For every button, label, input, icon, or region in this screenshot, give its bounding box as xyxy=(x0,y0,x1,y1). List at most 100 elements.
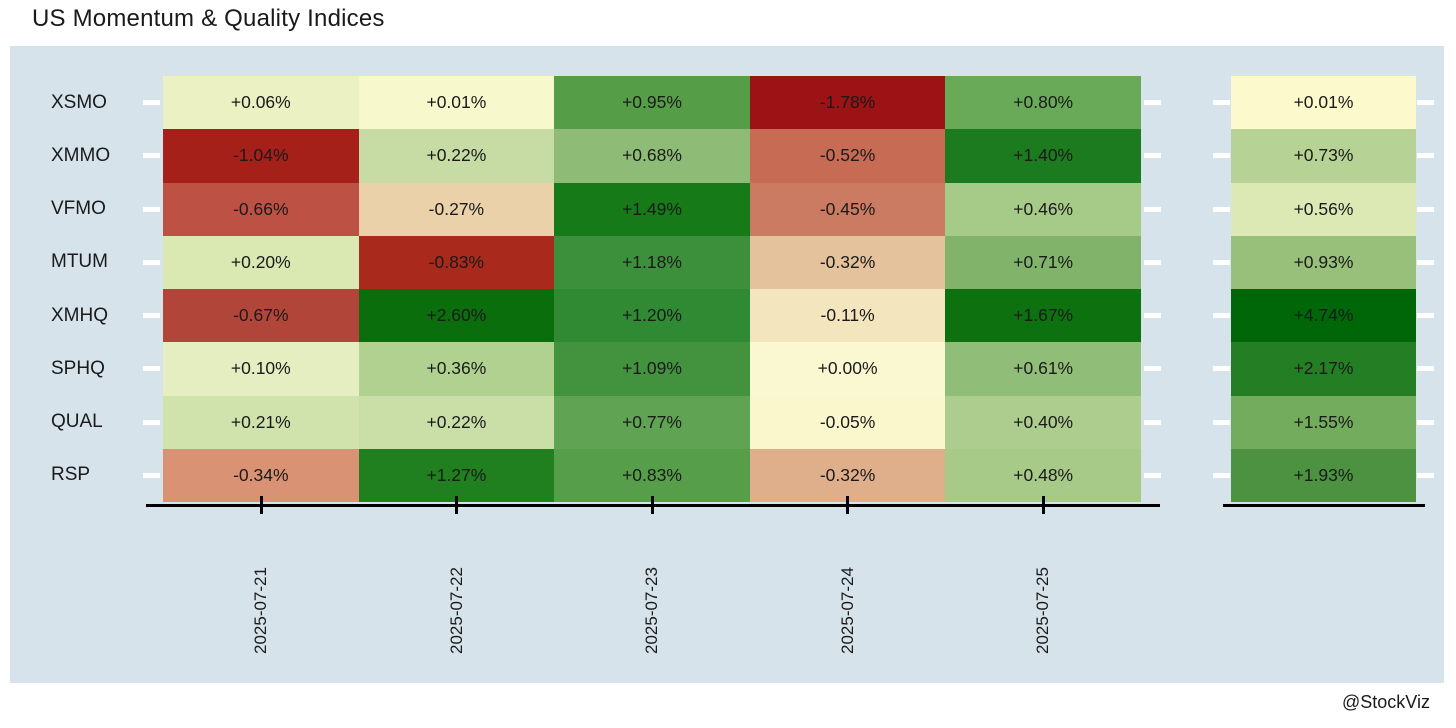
heatmap-cell-qual-2025-07-23: +0.77% xyxy=(554,395,750,449)
row-label-vfmo: VFMO xyxy=(51,198,106,220)
weekly-cell-xsmo: +0.01% xyxy=(1231,76,1416,130)
x-axis-tick xyxy=(846,496,849,514)
row-tick xyxy=(1144,313,1161,319)
heatmap-cell-mtum-2025-07-22: -0.83% xyxy=(358,235,555,289)
heatmap-cell-vfmo-2025-07-23: +1.49% xyxy=(554,182,750,236)
row-tick xyxy=(1213,153,1230,159)
heatmap-cell-rsp-2025-07-22: +1.27% xyxy=(358,448,555,502)
plot-panel: +0.06% +0.01% +0.95% -1.78% +0.80% -1.04% +0.2… xyxy=(10,46,1444,683)
row-tick xyxy=(1417,153,1434,159)
x-axis-tick xyxy=(650,496,654,514)
x-tick-label-2025-07-21: 2025-07-21 xyxy=(251,567,270,654)
row-tick xyxy=(1213,100,1230,106)
weekly-cell-vfmo: +0.56% xyxy=(1231,182,1416,236)
weekly-cell-mtum: +0.93% xyxy=(1231,235,1416,289)
row-tick xyxy=(1213,313,1230,319)
heatmap-cell-xmhq-2025-07-22: +2.60% xyxy=(358,289,555,343)
row-tick xyxy=(1144,419,1161,425)
heatmap-cell-vfmo-2025-07-21: -0.66% xyxy=(163,182,359,236)
row-tick xyxy=(1144,472,1161,478)
weekly-cell-xmmo: +0.73% xyxy=(1231,129,1416,183)
row-label-sphq: SPHQ xyxy=(51,357,105,379)
heatmap-cell-qual-2025-07-24: -0.05% xyxy=(749,395,946,449)
heatmap-cell-xmmo-2025-07-25: +1.40% xyxy=(945,129,1141,183)
heatmap-cell-qual-2025-07-25: +0.40% xyxy=(945,395,1141,449)
heatmap-cell-xsmo-2025-07-21: +0.06% xyxy=(163,76,359,130)
heatmap-cell-xsmo-2025-07-25: +0.80% xyxy=(945,76,1141,130)
row-tick xyxy=(1144,100,1161,106)
row-tick xyxy=(1417,206,1434,212)
x-tick-label-2025-07-24: 2025-07-24 xyxy=(837,567,857,654)
x-tick-label-2025-07-25: 2025-07-25 xyxy=(1033,567,1052,654)
x-axis-tick xyxy=(455,496,458,514)
row-tick xyxy=(1417,313,1434,319)
row-tick xyxy=(143,153,160,159)
weekly-heatmap: +0.01% +0.73% +0.56% +0.93% +4.74% +2.17% +1.5… xyxy=(1231,76,1416,502)
row-tick xyxy=(1213,206,1230,212)
row-tick xyxy=(143,259,160,265)
row-tick xyxy=(143,419,160,425)
heatmap-cell-qual-2025-07-21: +0.21% xyxy=(163,395,359,449)
row-tick xyxy=(1144,206,1161,212)
row-tick xyxy=(1417,366,1434,372)
row-tick xyxy=(1213,472,1230,478)
heatmap-cell-xsmo-2025-07-24: -1.78% xyxy=(749,76,946,130)
weekly-cell-sphq: +2.17% xyxy=(1231,342,1416,396)
row-label-xmmo: XMMO xyxy=(51,144,111,166)
heatmap-cell-mtum-2025-07-24: -0.32% xyxy=(749,235,946,289)
x-tick-label-2025-07-23: 2025-07-23 xyxy=(642,567,661,654)
x-axis-tick xyxy=(1041,496,1045,514)
row-tick xyxy=(1417,259,1434,265)
row-tick xyxy=(1213,366,1230,372)
daily-heatmap: +0.06% +0.01% +0.95% -1.78% +0.80% -1.04% +0.2… xyxy=(163,76,1141,502)
row-tick xyxy=(143,366,160,372)
row-tick xyxy=(143,313,160,319)
weekly-cell-qual: +1.55% xyxy=(1231,395,1416,449)
heatmap-cell-xmhq-2025-07-25: +1.67% xyxy=(945,289,1141,343)
row-label-mtum: MTUM xyxy=(51,251,108,273)
x-axis-tick xyxy=(259,496,263,514)
heatmap-cell-sphq-2025-07-25: +0.61% xyxy=(945,342,1141,396)
row-label-qual: QUAL xyxy=(51,411,103,433)
heatmap-cell-vfmo-2025-07-24: -0.45% xyxy=(749,182,946,236)
credit-watermark: @StockViz xyxy=(1342,692,1430,712)
heatmap-cell-xsmo-2025-07-23: +0.95% xyxy=(554,76,750,130)
row-tick xyxy=(143,472,160,478)
heatmap-cell-mtum-2025-07-23: +1.18% xyxy=(554,235,750,289)
row-tick xyxy=(1144,259,1161,265)
heatmap-cell-xsmo-2025-07-22: +0.01% xyxy=(358,76,555,130)
row-tick xyxy=(1144,153,1161,159)
heatmap-cell-xmmo-2025-07-22: +0.22% xyxy=(358,129,555,183)
row-tick xyxy=(1417,472,1434,478)
row-tick xyxy=(1213,259,1230,265)
heatmap-cell-rsp-2025-07-24: -0.32% xyxy=(749,448,946,502)
heatmap-cell-xmmo-2025-07-21: -1.04% xyxy=(163,129,359,183)
heatmap-cell-vfmo-2025-07-25: +0.46% xyxy=(945,182,1141,236)
weekly-x-axis-line xyxy=(1223,504,1425,507)
heatmap-cell-sphq-2025-07-24: +0.00% xyxy=(749,342,946,396)
heatmap-cell-sphq-2025-07-23: +1.09% xyxy=(554,342,750,396)
row-tick xyxy=(143,206,160,212)
row-label-rsp: RSP xyxy=(51,464,91,486)
row-tick xyxy=(1417,419,1434,425)
heatmap-cell-xmhq-2025-07-24: -0.11% xyxy=(749,289,946,343)
weekly-cell-rsp: +1.93% xyxy=(1231,448,1416,502)
row-tick xyxy=(1144,366,1161,372)
x-tick-label-2025-07-22: 2025-07-22 xyxy=(446,567,466,654)
heatmap-cell-xmhq-2025-07-23: +1.20% xyxy=(554,289,750,343)
heatmap-cell-sphq-2025-07-21: +0.10% xyxy=(163,342,359,396)
heatmap-cell-qual-2025-07-22: +0.22% xyxy=(358,395,555,449)
heatmap-cell-xmmo-2025-07-24: -0.52% xyxy=(749,129,946,183)
row-tick xyxy=(1213,419,1230,425)
heatmap-cell-rsp-2025-07-23: +0.83% xyxy=(554,448,750,502)
row-tick xyxy=(143,100,160,106)
row-label-xsmo: XSMO xyxy=(51,91,107,113)
heatmap-cell-sphq-2025-07-22: +0.36% xyxy=(358,342,555,396)
heatmap-cell-xmmo-2025-07-23: +0.68% xyxy=(554,129,750,183)
heatmap-cell-rsp-2025-07-25: +0.48% xyxy=(945,448,1141,502)
row-label-xmhq: XMHQ xyxy=(51,304,108,326)
heatmap-cell-mtum-2025-07-25: +0.71% xyxy=(945,235,1141,289)
row-tick xyxy=(1417,100,1434,106)
chart-title: US Momentum & Quality Indices xyxy=(32,5,385,32)
